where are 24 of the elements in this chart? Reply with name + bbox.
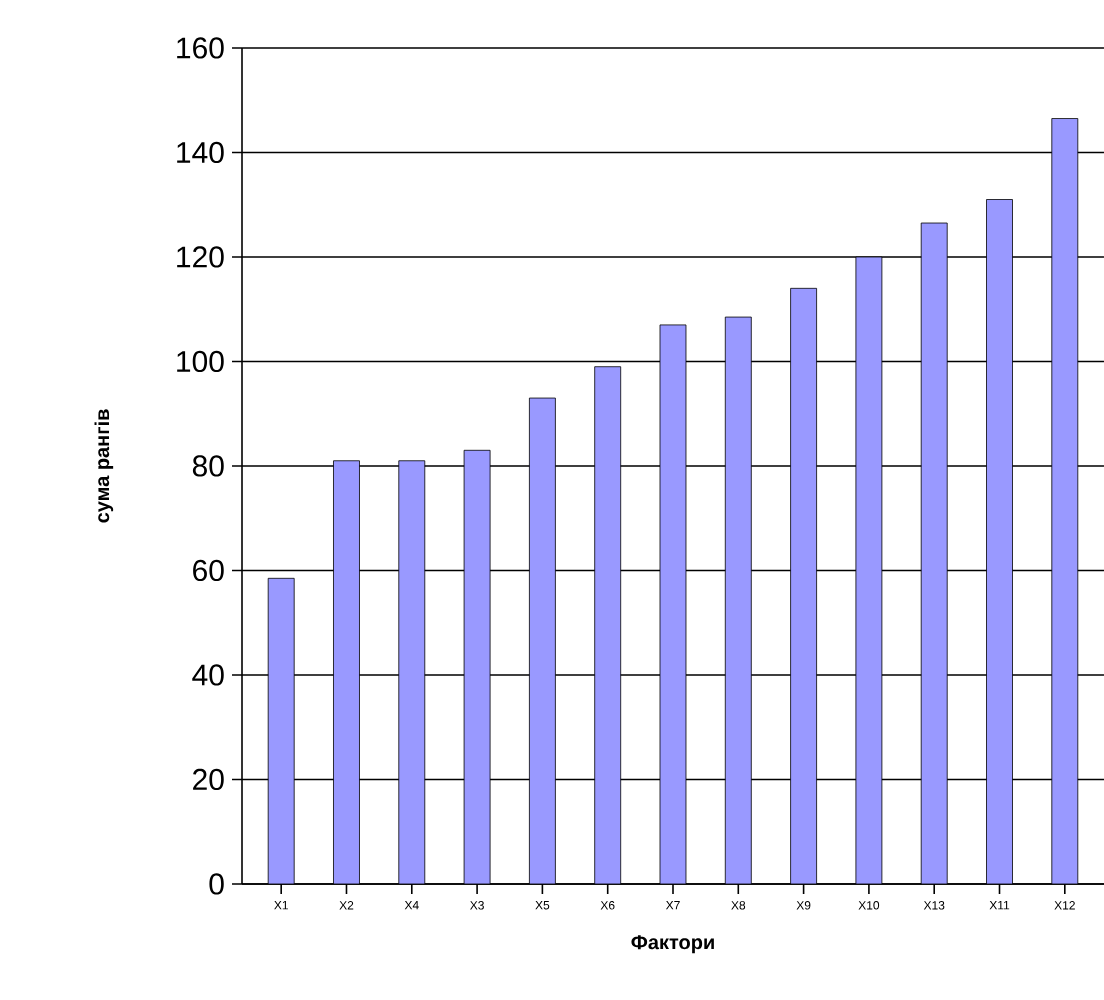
y-tick-label: 0 [209,873,224,895]
y-tick-label: 140 [177,141,224,164]
y-tick-label: 20 [193,768,224,791]
bar [855,256,883,884]
bar [333,460,360,884]
y-tick-label: 100 [177,350,224,373]
bar [463,449,491,884]
bar [724,316,752,884]
bar [790,287,817,884]
bar [398,460,426,884]
bar [267,577,295,884]
y-tick-label: 40 [192,664,224,686]
y-tick-label: 160 [177,37,224,59]
y-axis-title: сума рангів [94,409,114,523]
bar [529,397,556,884]
bar [1051,118,1079,884]
bar [920,222,948,884]
bar [986,199,1013,884]
y-tick-label: 80 [192,455,224,477]
y-tick-label: 120 [177,246,224,268]
x-axis-title: Фактори [631,935,714,954]
bar [594,366,622,884]
y-tick-label: 60 [193,559,224,582]
bar [659,324,687,884]
